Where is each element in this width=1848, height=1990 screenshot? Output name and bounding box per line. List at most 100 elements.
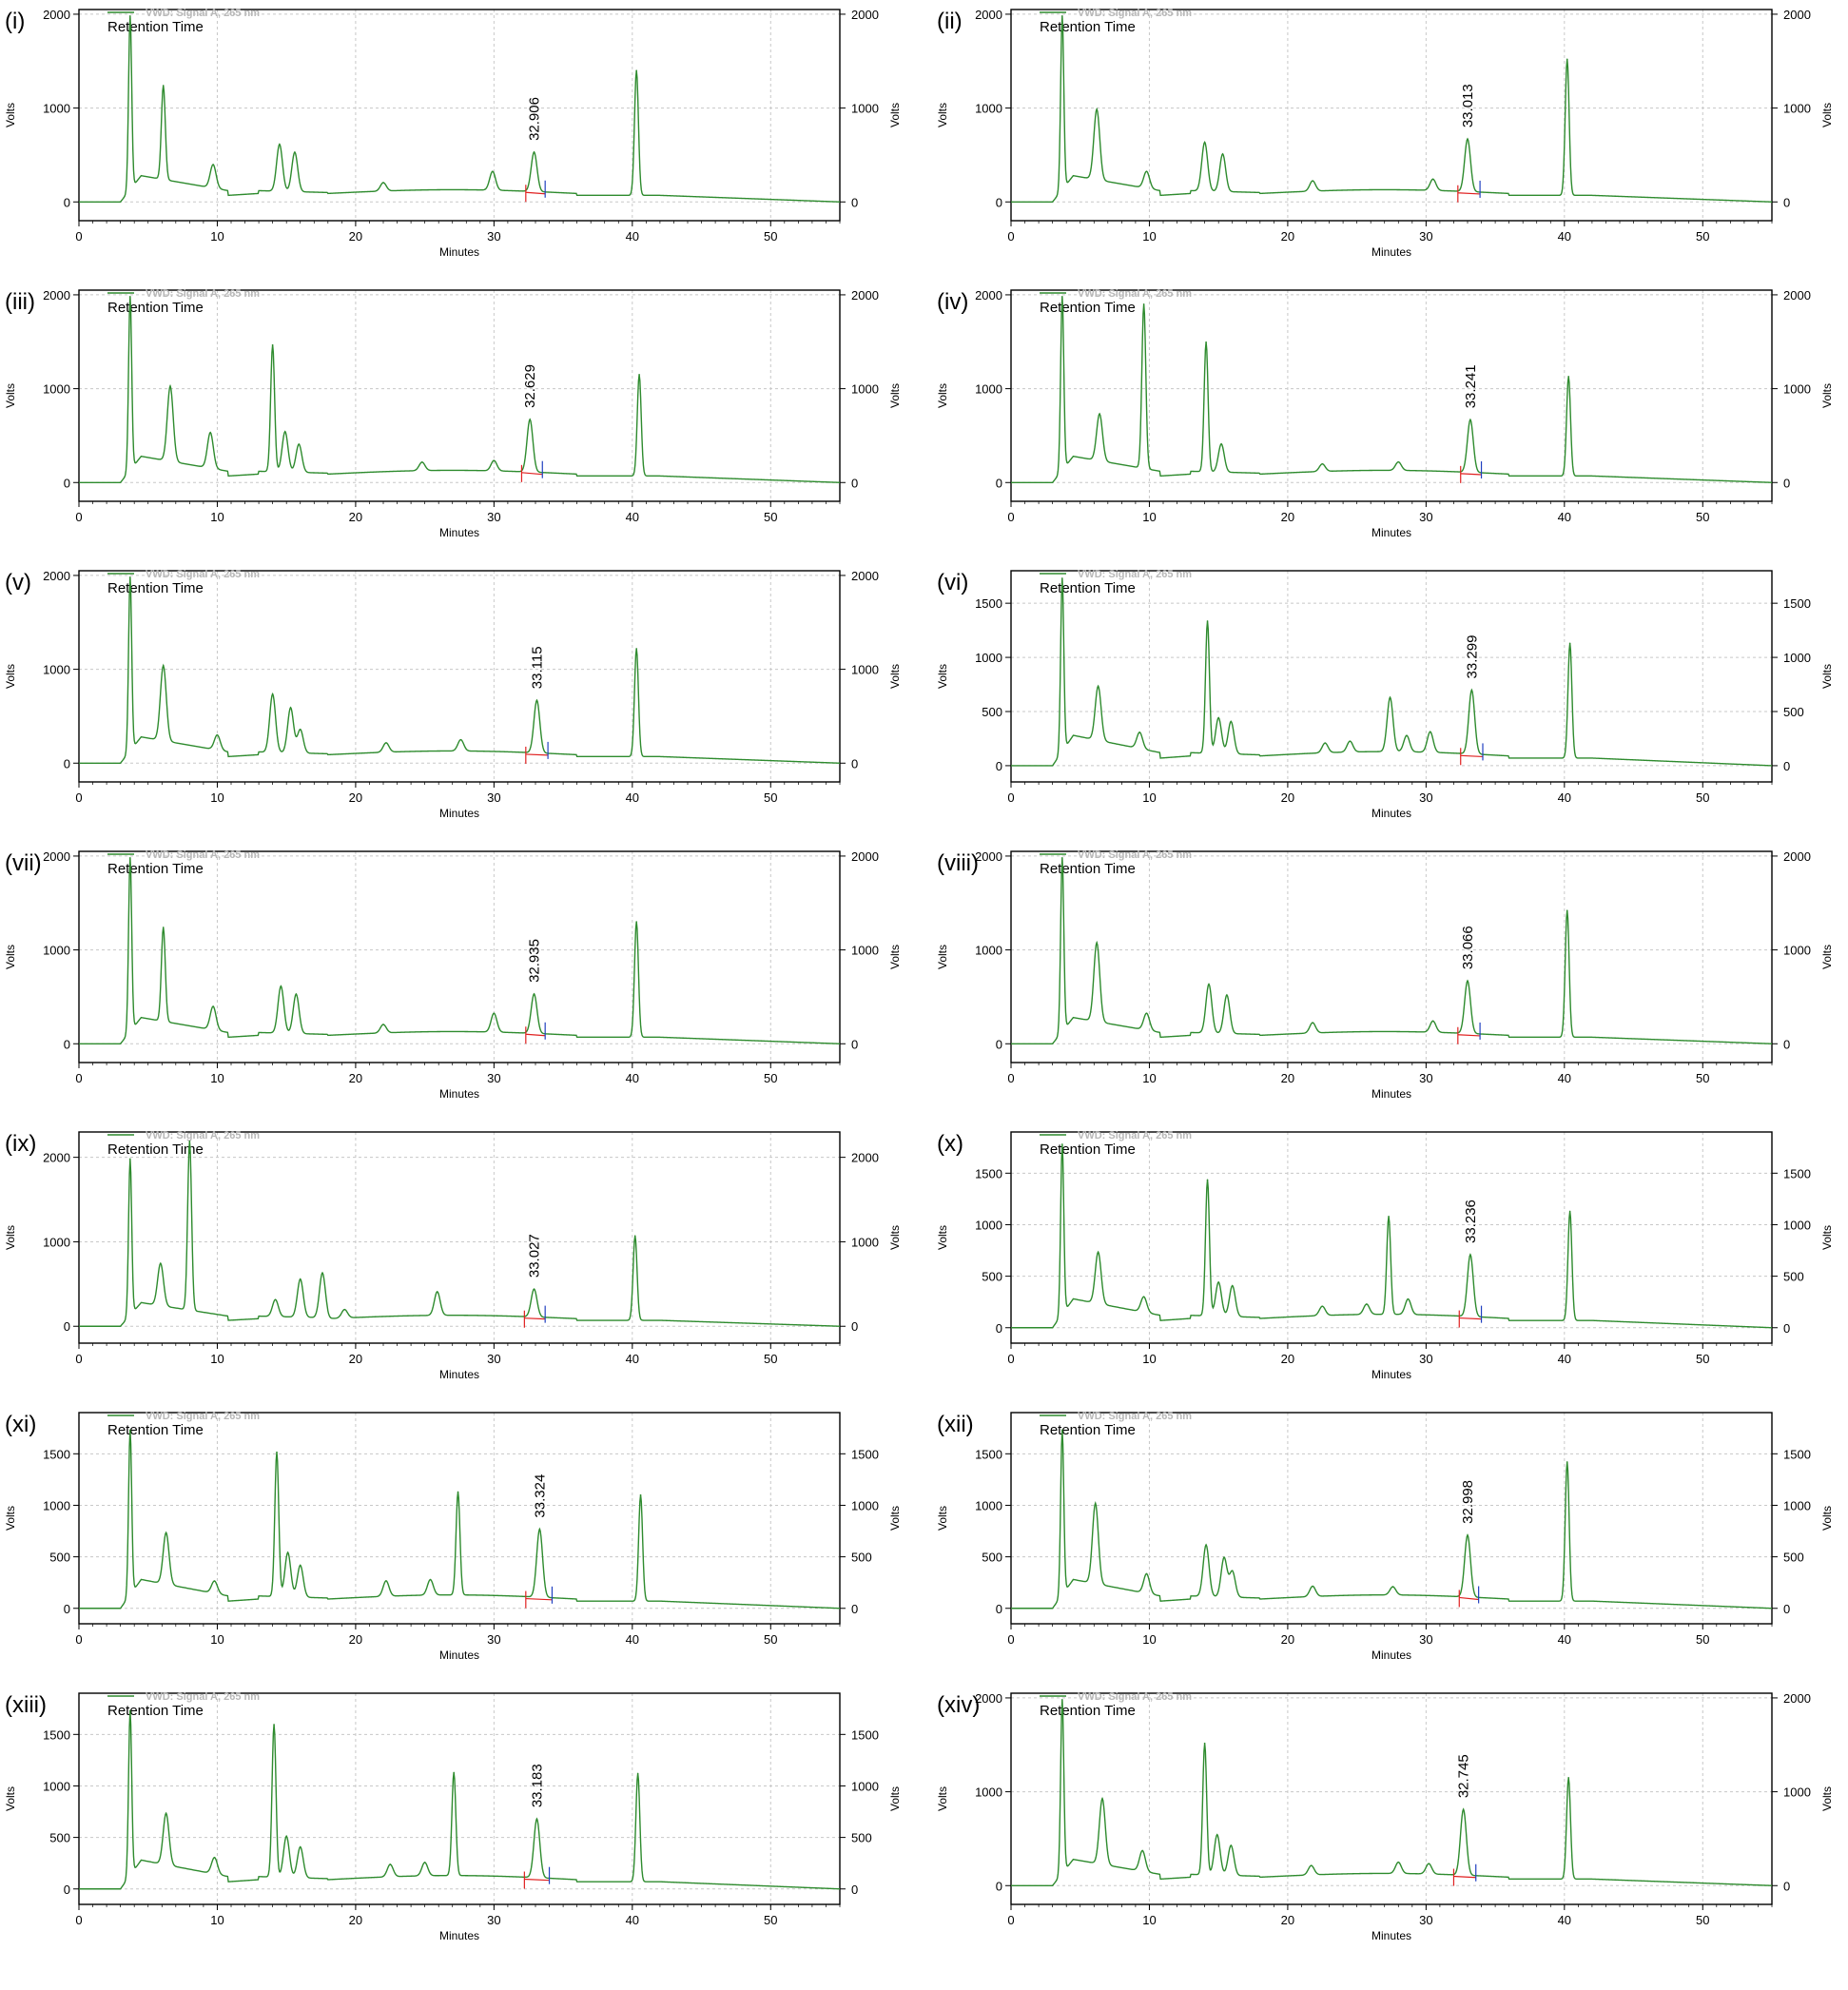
- peak-retention-label: 33.236: [1463, 1200, 1479, 1243]
- peak-point: [213, 1580, 216, 1582]
- x-tick-label: 10: [210, 510, 224, 524]
- signal-trace: [1011, 15, 1773, 203]
- x-axis-label: Minutes: [439, 1929, 479, 1942]
- y-axis-label-left: Volts: [4, 945, 17, 969]
- y-tick-label-right: 0: [851, 756, 858, 771]
- panel-label: (xiii): [5, 1692, 47, 1718]
- peak-point: [1312, 180, 1313, 182]
- x-tick-label: 10: [210, 1632, 224, 1647]
- x-tick-label: 20: [349, 229, 362, 244]
- legend-label: VWD: Signal A, 265 nm: [1078, 1130, 1192, 1141]
- x-tick-label: 40: [1558, 1913, 1571, 1927]
- signal-trace: [79, 857, 841, 1044]
- x-axis-label: Minutes: [439, 245, 479, 259]
- peak-point: [1310, 1864, 1313, 1866]
- x-tick-label: 40: [1558, 1352, 1571, 1366]
- peak-point: [165, 1812, 167, 1815]
- x-tick-label: 0: [1007, 1913, 1014, 1927]
- peak-point: [1206, 620, 1209, 622]
- x-tick-label: 20: [349, 1071, 362, 1085]
- y-tick-label-right: 2000: [851, 8, 879, 22]
- integration-baseline: [1459, 1596, 1479, 1601]
- y-tick-label-left: 2000: [43, 849, 70, 864]
- plot-frame: [78, 289, 841, 502]
- peak-point: [535, 699, 538, 702]
- y-tick-label-right: 500: [1783, 705, 1804, 719]
- peak-point: [213, 1856, 216, 1859]
- x-tick-label: 50: [764, 1632, 777, 1647]
- y-tick-label-right: 1000: [1783, 102, 1811, 116]
- plot-frame: [1010, 289, 1773, 502]
- x-tick-label: 10: [210, 229, 224, 244]
- y-axis-label-right: Volts: [888, 383, 902, 408]
- x-axis-label: Minutes: [1371, 1929, 1411, 1942]
- chromatogram-panel: (i) 0 10 20 30 40 50 0 0 1000 1000 2000 2000 Minutes V…: [4, 8, 902, 259]
- y-tick-label-left: 1500: [43, 1447, 70, 1461]
- peak-point: [1096, 942, 1098, 944]
- x-tick-label: 40: [626, 1071, 639, 1085]
- peak-point: [1470, 689, 1473, 692]
- y-tick-label-left: 1000: [975, 1498, 1002, 1512]
- y-tick-label-right: 1500: [851, 1447, 879, 1461]
- y-tick-label-left: 1000: [43, 1498, 70, 1512]
- peak-point: [382, 182, 384, 184]
- peak-point: [385, 1580, 387, 1582]
- x-tick-label: 10: [1142, 229, 1156, 244]
- y-tick-label-right: 1000: [851, 1498, 879, 1512]
- peak-point: [1429, 731, 1431, 733]
- plot-frame: [1010, 570, 1773, 783]
- x-tick-label: 20: [349, 1632, 362, 1647]
- plot-frame: [1010, 1692, 1773, 1905]
- peak-point: [533, 1288, 535, 1290]
- x-axis-label: Minutes: [1371, 1368, 1411, 1381]
- integration-baseline: [524, 1317, 546, 1320]
- y-tick-label-right: 1500: [851, 1727, 879, 1742]
- x-tick-label: 20: [1281, 1913, 1294, 1927]
- plot-frame: [78, 570, 841, 783]
- x-tick-label: 20: [1281, 229, 1294, 244]
- x-tick-label: 50: [1696, 1632, 1709, 1647]
- x-tick-label: 30: [1419, 229, 1432, 244]
- y-tick-label-right: 0: [851, 1602, 858, 1616]
- x-tick-label: 20: [1281, 790, 1294, 805]
- peak-point: [129, 576, 131, 578]
- plot-frame: [78, 1692, 841, 1905]
- x-tick-label: 50: [764, 510, 777, 524]
- y-tick-label-left: 1000: [43, 663, 70, 677]
- peak-point: [1061, 1429, 1063, 1432]
- peak-point: [423, 1862, 426, 1863]
- panel-label: (vii): [5, 850, 42, 876]
- y-axis-label-right: Volts: [1820, 1786, 1834, 1811]
- peak-point: [1220, 442, 1222, 445]
- y-tick-label-right: 0: [1783, 1602, 1790, 1616]
- x-tick-label: 0: [75, 1071, 82, 1085]
- peak-point: [1397, 460, 1400, 463]
- peak-point: [1061, 296, 1063, 298]
- y-tick-label-left: 1000: [43, 102, 70, 116]
- y-axis-label-right: Volts: [888, 945, 902, 969]
- peak-point: [535, 1818, 538, 1820]
- peak-point: [457, 1491, 459, 1493]
- y-tick-label-left: 1000: [975, 102, 1002, 116]
- peak-point: [271, 693, 274, 695]
- x-tick-label: 40: [626, 790, 639, 805]
- legend-label: VWD: Signal A, 265 nm: [146, 1130, 260, 1141]
- peak-point: [276, 1451, 278, 1453]
- y-tick-label-right: 500: [1783, 1551, 1804, 1565]
- signal-trace: [79, 1710, 841, 1890]
- x-tick-label: 40: [626, 1352, 639, 1366]
- x-tick-label: 50: [1696, 1352, 1709, 1366]
- y-tick-label-right: 2000: [1783, 849, 1811, 864]
- y-tick-label-right: 0: [851, 1883, 858, 1897]
- x-tick-label: 30: [1419, 1632, 1432, 1647]
- y-tick-label-left: 0: [996, 1602, 1002, 1616]
- x-tick-label: 0: [75, 1913, 82, 1927]
- peak-point: [129, 857, 131, 859]
- peak-point: [635, 921, 637, 923]
- y-tick-label-left: 1000: [975, 944, 1002, 958]
- peak-point: [1388, 1216, 1390, 1218]
- x-tick-label: 50: [1696, 790, 1709, 805]
- legend-label: VWD: Signal A, 265 nm: [146, 8, 260, 19]
- peak-point: [1142, 1296, 1145, 1298]
